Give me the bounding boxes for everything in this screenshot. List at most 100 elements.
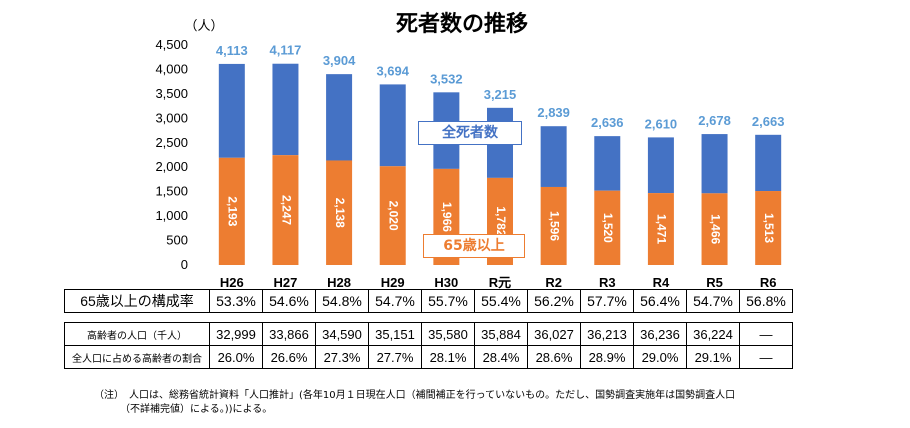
total-data-label: 3,215 [484, 87, 517, 102]
senior-data-label: 2,247 [279, 195, 293, 225]
senior-ratio-cell: 57.7% [580, 289, 634, 313]
elderly-population-row: 高齢者の人口（千人） 32,999 33,866 34,590 35,151 35,58… [64, 322, 793, 346]
senior-ratio-cell: 54.6% [262, 289, 316, 313]
bar-senior-deaths [326, 160, 353, 265]
elderly-share-cell: 28.4% [474, 345, 528, 369]
y-tick-label: 4,500 [155, 37, 188, 52]
bar-total-deaths [594, 136, 621, 191]
elderly-population-cell: 36,224 [686, 322, 740, 346]
bar-total-deaths [647, 137, 674, 194]
senior-data-label: 1,513 [762, 213, 776, 243]
elderly-share-cell: 29.1% [686, 345, 740, 369]
senior-ratio-cell: 56.2% [527, 289, 581, 313]
senior-ratio-cell: 55.4% [474, 289, 528, 313]
bar-total-deaths [379, 84, 406, 167]
senior-data-label: 2,193 [226, 196, 240, 226]
footnote-line-2: （不詳補完値）による。))による。 [120, 404, 273, 415]
x-tick-label: H26 [220, 275, 244, 290]
y-tick-label: 2,000 [155, 159, 188, 174]
senior-data-label: 1,466 [708, 214, 722, 244]
total-data-label: 2,663 [752, 114, 785, 129]
senior-data-label: 1,471 [655, 214, 669, 244]
senior-ratio-cell: 56.4% [633, 289, 687, 313]
elderly-population-cell: 32,999 [209, 322, 263, 346]
bar-senior-deaths [647, 193, 674, 265]
senior-data-label: 2,020 [387, 201, 401, 231]
y-tick-label: 500 [166, 233, 188, 248]
senior-ratio-cell: 54.8% [315, 289, 369, 313]
elderly-population-cell: 36,213 [580, 322, 634, 346]
elderly-share-cell: 26.0% [209, 345, 263, 369]
senior-ratio-cell: 54.7% [368, 289, 422, 313]
elderly-share-row: 全人口に占める高齢者の割合 26.0% 26.6% 27.3% 27.7% 28.1% 2… [64, 345, 793, 369]
elderly-population-cell: 36,027 [527, 322, 581, 346]
total-data-label: 3,904 [323, 53, 356, 68]
y-tick-label: 2,500 [155, 135, 188, 150]
total-data-label: 4,113 [216, 43, 248, 58]
y-tick-label: 1,000 [155, 208, 188, 223]
y-axis: 0 500 1,000 1,500 2,000 2,500 3,000 3,500 4,000 4… [155, 37, 188, 272]
bar-senior-deaths [701, 193, 728, 265]
elderly-population-table: 高齢者の人口（千人） 32,999 33,866 34,590 35,151 35,58… [64, 322, 793, 369]
total-data-label: 3,532 [430, 71, 463, 86]
total-data-label: 2,610 [645, 116, 678, 131]
total-data-label: 2,839 [537, 105, 570, 120]
senior-ratio-cell: 55.7% [421, 289, 475, 313]
elderly-share-cell: 28.9% [580, 345, 634, 369]
total-data-label: 2,678 [698, 113, 731, 128]
death-count-chart: 死者数の推移 （人） 0 500 1,000 1,500 2,000 2,500 3,000… [155, 11, 785, 290]
elderly-population-cell: 35,884 [474, 322, 528, 346]
bar-total-deaths [701, 134, 728, 194]
x-tick-label: H28 [327, 275, 351, 290]
x-tick-label: R4 [653, 275, 670, 290]
bar-total-deaths [272, 63, 299, 156]
elderly-share-cell: — [739, 345, 793, 369]
chart-title: 死者数の推移 [396, 11, 528, 37]
senior-data-label: 1,966 [440, 202, 454, 232]
bar-total-deaths [218, 63, 245, 158]
x-tick-label: H30 [434, 275, 458, 290]
total-data-label: 4,117 [270, 43, 302, 58]
x-axis: H26 H27 H28 H29 H30 R元 R2 R3 R4 R5 R6 [220, 275, 777, 290]
y-tick-label: 3,500 [155, 86, 188, 101]
elderly-share-label: 全人口に占める高齢者の割合 [64, 345, 210, 369]
elderly-population-cell: 34,590 [315, 322, 369, 346]
elderly-share-cell: 27.3% [315, 345, 369, 369]
x-tick-label: R6 [760, 275, 777, 290]
bars: 4,113 2,193 4,117 2,247 3,904 2,138 3,694 2,020… [216, 43, 785, 265]
senior-data-label: 1,782 [494, 206, 508, 236]
elderly-population-cell: 33,866 [262, 322, 316, 346]
elderly-share-cell: 26.6% [262, 345, 316, 369]
bar-total-deaths [755, 134, 782, 192]
senior-ratio-label: 65歳以上の構成率 [64, 289, 210, 313]
y-unit-label: （人） [184, 18, 223, 33]
bar-senior-deaths [272, 155, 299, 265]
senior-data-label: 1,520 [601, 213, 615, 243]
annotation-total-deaths: 全死者数 [418, 121, 522, 145]
x-tick-label: R元 [489, 275, 511, 290]
senior-ratio-cell: 56.8% [739, 289, 793, 313]
bar-total-deaths [540, 126, 567, 187]
senior-ratio-cell: 53.3% [209, 289, 263, 313]
footnote-line-1: （注） 人口は、総務省統計資料「人口推計」(各年10月１日現在人口（補間補正を行… [94, 390, 736, 401]
elderly-population-cell: 35,151 [368, 322, 422, 346]
elderly-share-cell: 27.7% [368, 345, 422, 369]
elderly-population-cell: 35,580 [421, 322, 475, 346]
x-tick-label: H29 [381, 275, 405, 290]
bar-senior-deaths [379, 166, 406, 265]
elderly-population-cell: 36,236 [633, 322, 687, 346]
senior-ratio-row: 65歳以上の構成率 53.3% 54.6% 54.8% 54.7% 55.7% 55.4%… [64, 289, 793, 313]
x-tick-label: R3 [599, 275, 616, 290]
x-tick-label: R5 [706, 275, 723, 290]
senior-ratio-table: 65歳以上の構成率 53.3% 54.6% 54.8% 54.7% 55.7% 55.4%… [64, 289, 793, 313]
bar-total-deaths [326, 74, 353, 161]
y-tick-label: 0 [181, 257, 188, 272]
x-tick-label: R2 [545, 275, 562, 290]
elderly-share-cell: 28.6% [527, 345, 581, 369]
bar-senior-deaths [218, 157, 245, 265]
annotation-senior-deaths: 65歳以上 [423, 234, 525, 258]
senior-data-label: 2,138 [333, 198, 347, 228]
y-tick-label: 1,500 [155, 184, 188, 199]
bar-senior-deaths [594, 190, 621, 265]
elderly-share-cell: 28.1% [421, 345, 475, 369]
